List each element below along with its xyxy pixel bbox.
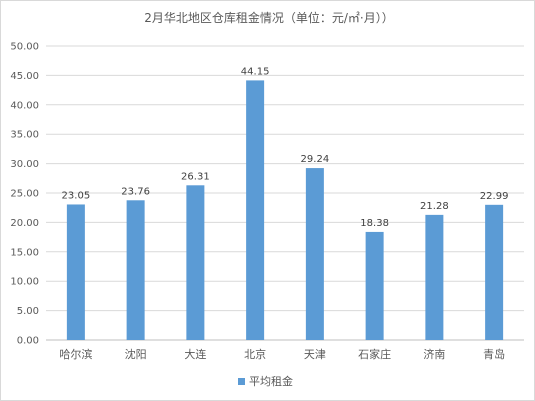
- y-tick-label: 0.00: [17, 336, 39, 347]
- data-label: 23.05: [62, 190, 91, 201]
- y-tick-label: 5.00: [17, 306, 39, 317]
- gridlines: [46, 45, 524, 341]
- y-tick-label: 40.00: [10, 100, 39, 111]
- data-label: 21.28: [420, 201, 449, 212]
- bar: [126, 200, 145, 340]
- x-axis-tick-labels: 哈尔滨 沈阳 大连 北京 天津 石家庄 济南 青岛: [59, 347, 505, 361]
- bar: [186, 185, 205, 340]
- data-label: 18.38: [360, 218, 389, 229]
- bar: [425, 214, 444, 340]
- x-tick-label: 北京: [244, 347, 266, 361]
- y-tick-label: 50.00: [10, 42, 39, 53]
- data-label: 23.76: [121, 186, 150, 197]
- y-tick-label: 30.00: [10, 159, 39, 170]
- bar: [485, 204, 504, 340]
- y-tick-label: 25.00: [10, 189, 39, 200]
- legend-label: 平均租金: [249, 374, 293, 388]
- x-tick-label: 哈尔滨: [59, 347, 92, 361]
- y-axis-tick-labels: 0.00 5.00 10.00 15.00 20.00 25.00 30.00 35.00 40…: [10, 42, 39, 347]
- bar: [66, 204, 85, 340]
- legend-swatch: [238, 378, 245, 385]
- x-tick-label: 济南: [423, 347, 445, 361]
- data-labels: 23.05 23.76 26.31 44.15 29.24 18.38 21.28 22.99: [62, 66, 509, 229]
- x-tick-label: 天津: [304, 348, 326, 361]
- chart-title: 2月华北地区仓库租金情况（单位：元/㎡·月））: [144, 10, 394, 25]
- y-tick-label: 20.00: [10, 218, 39, 229]
- data-label: 44.15: [241, 66, 270, 77]
- y-tick-label: 15.00: [10, 247, 39, 258]
- legend: 平均租金: [238, 374, 293, 388]
- x-tick-label: 沈阳: [125, 347, 147, 361]
- data-label: 29.24: [301, 154, 330, 165]
- data-label: 22.99: [480, 191, 509, 202]
- bars: [66, 80, 504, 340]
- y-tick-label: 45.00: [10, 71, 39, 82]
- bar: [365, 231, 384, 340]
- bar: [305, 168, 324, 340]
- x-tick-label: 青岛: [483, 347, 505, 361]
- bar: [246, 80, 265, 340]
- data-label: 26.31: [181, 171, 210, 182]
- y-tick-label: 10.00: [10, 277, 39, 288]
- y-tick-label: 35.00: [10, 130, 39, 141]
- x-tick-label: 大连: [184, 347, 206, 361]
- x-tick-label: 石家庄: [358, 347, 391, 361]
